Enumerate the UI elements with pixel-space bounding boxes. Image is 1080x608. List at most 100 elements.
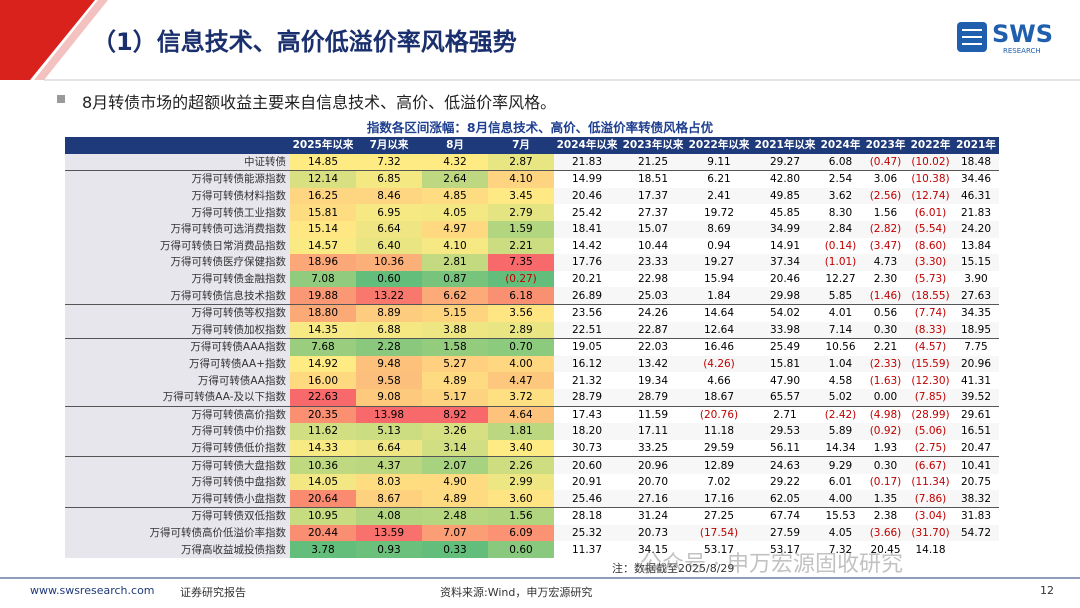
cell: 20.21 [571, 273, 603, 286]
cell: 14.34 [825, 441, 856, 454]
bullet: 8月转债市场的超额收益主要来自信息技术、高价、低溢价率风格。 [82, 93, 557, 112]
cell: 19.05 [554, 338, 620, 356]
cell: 21.83 [960, 206, 992, 219]
cell: 18.95 [960, 323, 992, 336]
cell: (3.30) [914, 256, 947, 269]
header-cell: 7月以来 [356, 137, 422, 154]
cell: 11.59 [620, 405, 686, 424]
cell: 18.20 [571, 425, 603, 438]
table-row: 万得可转债等权指数 18.80 8.89 5.15 3.56 23.56 24.26 14.6… [65, 303, 999, 322]
cell: 6.08 [828, 155, 853, 168]
table-row: 万得可转债小盘指数 20.64 8.67 4.89 3.60 25.46 27.16 17.1… [65, 490, 999, 508]
cell: 41.31 [960, 374, 992, 387]
cell: 17.16 [703, 492, 735, 505]
cell: 20.64 [290, 490, 356, 508]
cell: (0.14) [824, 239, 857, 252]
cell: 18.80 [290, 303, 356, 322]
cell: 14.99 [554, 170, 620, 188]
cell: 67.74 [752, 507, 818, 525]
row-label: 万得可转债高价低溢价率指数 [65, 524, 290, 542]
cell: (5.73) [914, 273, 947, 286]
cell: 27.16 [637, 492, 669, 505]
header-cell [65, 137, 290, 154]
cell: 3.78 [290, 541, 356, 558]
row-label: 万得可转债大盘指数 [65, 456, 290, 474]
cell: (12.74) [911, 190, 950, 203]
row-label: 万得可转债工业指数 [65, 204, 290, 221]
cell: 3.90 [964, 273, 988, 286]
cell: 4.08 [356, 507, 422, 525]
cell: 12.89 [686, 456, 752, 474]
cell: 17.11 [637, 425, 669, 438]
row-label: 万得可转债AA+指数 [65, 355, 290, 373]
cell: 3.56 [488, 303, 554, 322]
cell: 3.72 [488, 388, 554, 406]
cell: (0.17) [869, 476, 902, 489]
cell: 4.89 [422, 372, 488, 389]
cell: 20.47 [960, 441, 992, 454]
cell: 7.07 [422, 524, 488, 542]
cell: 31.24 [620, 507, 686, 525]
cell: 14.64 [686, 303, 752, 322]
cell: (7.86) [914, 492, 947, 505]
row-label: 万得可转债材料指数 [65, 187, 290, 205]
cell: 28.18 [554, 507, 620, 525]
cell: 4.32 [422, 153, 488, 171]
cell: (15.59) [911, 358, 950, 371]
row-label: 万得可转债双低指数 [65, 507, 290, 525]
cell: 4.64 [488, 405, 554, 424]
cell: (11.34) [911, 476, 950, 489]
cell: 4.01 [818, 303, 863, 322]
cell: (0.27) [488, 270, 554, 288]
cell: 14.35 [290, 321, 356, 339]
table-row: 万得可转债中价指数 11.62 5.13 3.26 1.81 18.20 17.11 11.1… [65, 423, 999, 440]
table-row: 万得可转债可选消费指数 15.14 6.64 4.97 1.59 18.41 15.07 8.… [65, 220, 999, 238]
cell: 27.37 [637, 206, 669, 219]
cell: 7.75 [953, 338, 999, 356]
cell: 29.98 [769, 289, 801, 302]
cell: 7.08 [290, 270, 356, 288]
cell: 37.34 [769, 256, 801, 269]
row-label: 万得可转债AA指数 [65, 372, 290, 389]
cell: 3.26 [422, 423, 488, 440]
cell: 20.91 [571, 476, 603, 489]
cell: 14.42 [571, 239, 603, 252]
cell: 29.53 [769, 425, 801, 438]
cell: 49.85 [769, 190, 801, 203]
logo-sub: RESEARCH [1003, 47, 1041, 55]
cell: 1.81 [488, 423, 554, 440]
cell: 2.21 [488, 237, 554, 255]
cell: 4.00 [488, 355, 554, 373]
cell: 16.51 [960, 425, 992, 438]
cell: 4.05 [422, 204, 488, 221]
cell: 6.09 [488, 524, 554, 542]
cell: 20.96 [960, 358, 992, 371]
table-row: 万得高收益城投债指数 3.78 0.93 0.33 0.60 11.37 34.15 53.1… [65, 541, 999, 558]
cell: 20.35 [290, 405, 356, 424]
cell: 4.66 [707, 374, 731, 387]
cell: 24.26 [620, 303, 686, 322]
cell: 9.58 [356, 372, 422, 389]
cell: 5.85 [828, 289, 853, 302]
cell: 10.56 [818, 338, 863, 356]
cell: (2.56) [869, 190, 902, 203]
cell: 0.60 [488, 541, 554, 558]
cell: (7.74) [908, 303, 953, 322]
cell: 25.49 [752, 338, 818, 356]
cell: 16.25 [290, 187, 356, 205]
cell: 3.62 [828, 190, 853, 203]
cell: 7.02 [707, 476, 731, 489]
cell: 28.79 [571, 391, 603, 404]
cell: 5.89 [828, 425, 853, 438]
cell: 18.51 [620, 170, 686, 188]
cell: 33.98 [769, 323, 801, 336]
website: www.swsresearch.com [30, 584, 155, 597]
cell: 15.15 [960, 256, 992, 269]
cell: 11.37 [571, 543, 603, 556]
table-row: 万得可转债大盘指数 10.36 4.37 2.07 2.26 20.60 20.96 12.8… [65, 456, 999, 474]
cell: (0.92) [869, 425, 902, 438]
cell: 8.67 [356, 490, 422, 508]
cell: (5.06) [914, 425, 947, 438]
header-cell: 2022年以来 [686, 137, 752, 154]
page-number: 12 [1040, 584, 1054, 597]
